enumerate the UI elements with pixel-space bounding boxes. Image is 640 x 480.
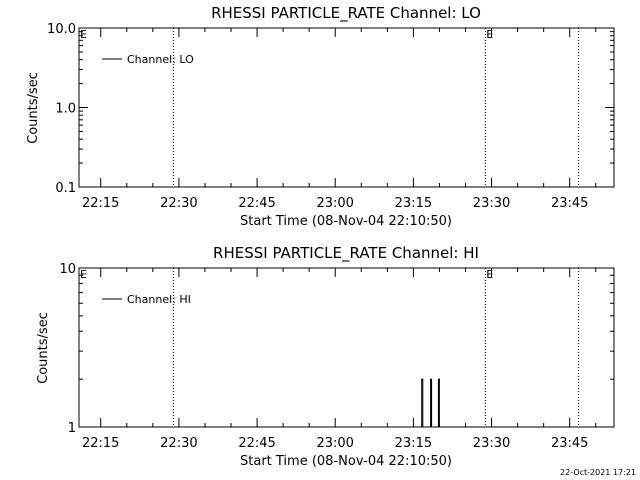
panel-lo-axes: 22:15 22:30 22:45 23:00 23:15 23:30 23:45 0.1 1.… [47, 22, 614, 211]
panel-hi-series [421, 378, 440, 428]
panel-lo-legend: Channel: LO [102, 53, 194, 66]
panel-hi-xlabel: Start Time (08-Nov-04 22:10:50) [240, 454, 452, 469]
panel-hi-xtick-label: 23:45 [551, 436, 588, 451]
panel-lo-ylabel: Counts/sec [26, 72, 41, 144]
panel-hi-event-label: E [80, 268, 87, 281]
panel-hi-title: RHESSI PARTICLE_RATE Channel: HI [213, 244, 479, 263]
panel-lo-xtick-label: 22:15 [82, 196, 119, 211]
panel-hi-xtick-label: 22:30 [160, 436, 197, 451]
panel-lo-xtick-label: 23:30 [473, 196, 510, 211]
panel-lo-xtick-label: 22:45 [238, 196, 275, 211]
panel-lo-event-label: E [486, 28, 493, 41]
panel-lo: RHESSI PARTICLE_RATE Channel: LO Counts/… [26, 4, 615, 229]
panel-hi-series-line [421, 378, 440, 428]
panel-lo-legend-label: Channel: LO [127, 53, 194, 66]
panel-hi-xtick-label: 22:15 [82, 436, 119, 451]
panel-lo-xtick-label: 22:30 [160, 196, 197, 211]
panel-lo-ytick-label: 1.0 [55, 102, 76, 117]
panel-hi-ytick-label: 10 [59, 262, 76, 277]
panel-hi-plot-frame [78, 267, 615, 428]
panel-hi-legend: Channel: HI [102, 293, 191, 306]
panel-lo-ytick-label: 0.1 [55, 181, 76, 196]
panel-hi-xtick-label: 23:15 [395, 436, 432, 451]
panel-lo-ytick-label: 10.0 [47, 22, 76, 37]
panel-lo-event-label: E [80, 28, 87, 41]
panel-lo-xtick-label: 23:45 [551, 196, 588, 211]
panel-lo-xtick-label: 23:15 [395, 196, 432, 211]
panel-hi-xtick-label: 22:45 [238, 436, 275, 451]
panel-lo-title: RHESSI PARTICLE_RATE Channel: LO [211, 4, 481, 23]
panel-hi-axes: 22:15 22:30 22:45 23:00 23:15 23:30 23:45 1 10 [59, 262, 614, 451]
panel-hi-ylabel: Counts/sec [36, 312, 51, 384]
panel-lo-xtick-label: 23:00 [316, 196, 353, 211]
footer-timestamp: 22-Oct-2021 17:21 [560, 468, 636, 477]
panel-hi-xtick-label: 23:00 [316, 436, 353, 451]
panel-lo-xlabel: Start Time (08-Nov-04 22:10:50) [240, 214, 452, 229]
panel-hi-legend-label: Channel: HI [127, 293, 191, 306]
panel-hi: RHESSI PARTICLE_RATE Channel: HI Counts/… [36, 244, 615, 469]
panel-hi-ytick-label: 1 [68, 421, 76, 436]
panel-hi-event-label: E [486, 268, 493, 281]
panel-hi-xtick-label: 23:30 [473, 436, 510, 451]
